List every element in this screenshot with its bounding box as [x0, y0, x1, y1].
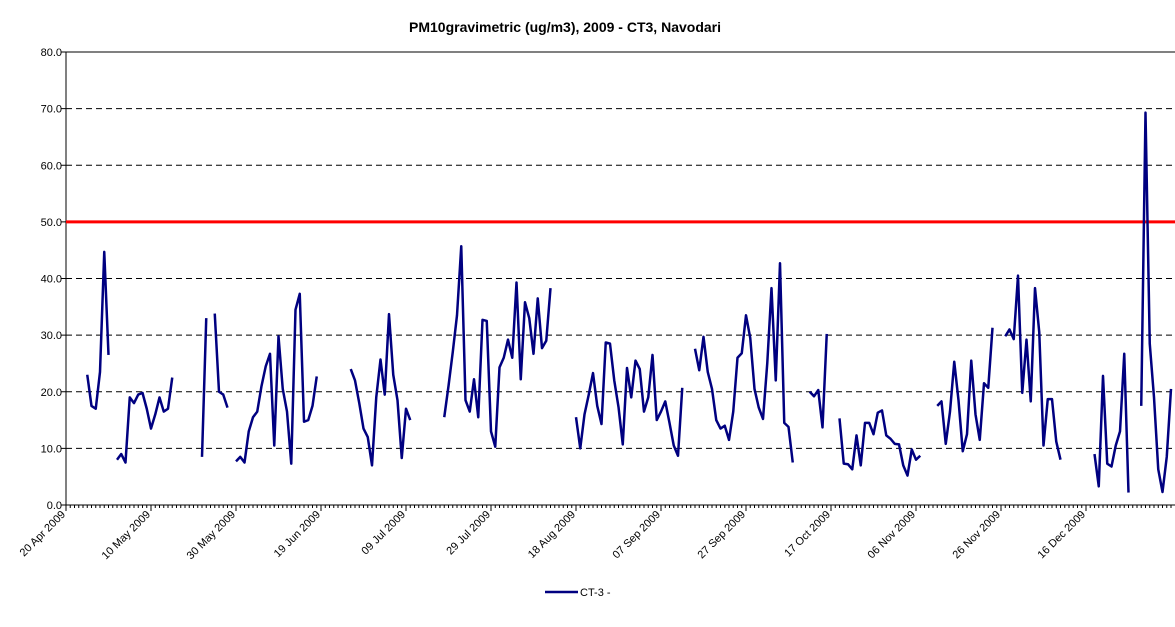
legend-label: CT-3 - — [580, 587, 611, 599]
chart-title: PM10gravimetric (ug/m3), 2009 - CT3, Nav… — [409, 19, 721, 35]
x-tick-label: 29 Jul 2009 — [444, 509, 493, 558]
x-tick-label: 20 Apr 2009 — [18, 509, 68, 559]
x-tick-label: 07 Sep 2009 — [611, 509, 664, 562]
y-tick-label: 40.0 — [41, 274, 62, 286]
y-tick-label: 70.0 — [41, 104, 62, 116]
x-tick-label: 10 May 2009 — [100, 509, 153, 562]
x-tick-label: 19 Jun 2009 — [272, 509, 323, 560]
y-tick-label: 60.0 — [41, 160, 62, 172]
data-line — [86, 111, 1173, 494]
y-tick-label: 10.0 — [41, 443, 62, 455]
y-tick-label: 50.0 — [41, 217, 62, 229]
x-tick-label: 30 May 2009 — [185, 509, 238, 562]
x-tick-label: 26 Nov 2009 — [951, 509, 1004, 562]
x-tick-label: 18 Aug 2009 — [526, 509, 578, 561]
x-tick-label: 16 Dec 2009 — [1036, 509, 1089, 562]
y-tick-label: 20.0 — [41, 387, 62, 399]
x-tick-label: 09 Jul 2009 — [359, 509, 408, 558]
x-tick-label: 06 Nov 2009 — [866, 509, 919, 562]
y-tick-label: 80.0 — [41, 47, 62, 59]
x-tick-label: 27 Sep 2009 — [696, 509, 749, 562]
y-tick-label: 0.0 — [47, 500, 62, 512]
x-tick-label: 17 Oct 2009 — [782, 509, 833, 560]
y-tick-label: 30.0 — [41, 330, 62, 342]
